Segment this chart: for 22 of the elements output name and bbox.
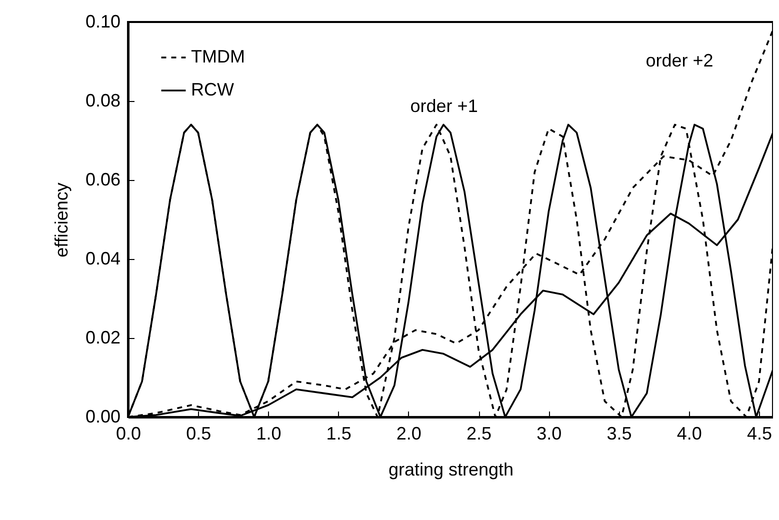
y-tick-label: 0.10 [85,12,120,32]
legend-label: RCW [191,80,234,100]
y-tick-label: 0.00 [85,406,120,426]
y-tick-label: 0.04 [85,248,120,268]
x-tick-label: 3.5 [606,424,632,444]
y-tick-label: 0.06 [85,170,120,190]
y-axis-title: efficiency [51,182,72,258]
y-tick-label: 0.08 [85,90,120,110]
x-tick-label: 4.0 [676,424,702,444]
x-tick-label: 0.5 [186,424,212,444]
x-tick-label: 3.0 [536,424,562,444]
x-tick-label: 1.5 [326,424,352,444]
x-tick-label: 2.0 [396,424,422,444]
annotation: order +2 [646,50,714,70]
legend-label: TMDM [191,46,245,66]
x-tick-label: 4.5 [746,424,772,444]
annotation: order +1 [410,96,478,116]
x-axis-title: grating strength [388,460,514,480]
y-tick-label: 0.02 [85,328,120,348]
x-tick-label: 0.0 [116,424,142,444]
x-tick-label: 2.5 [466,424,492,444]
x-tick-label: 1.0 [256,424,282,444]
